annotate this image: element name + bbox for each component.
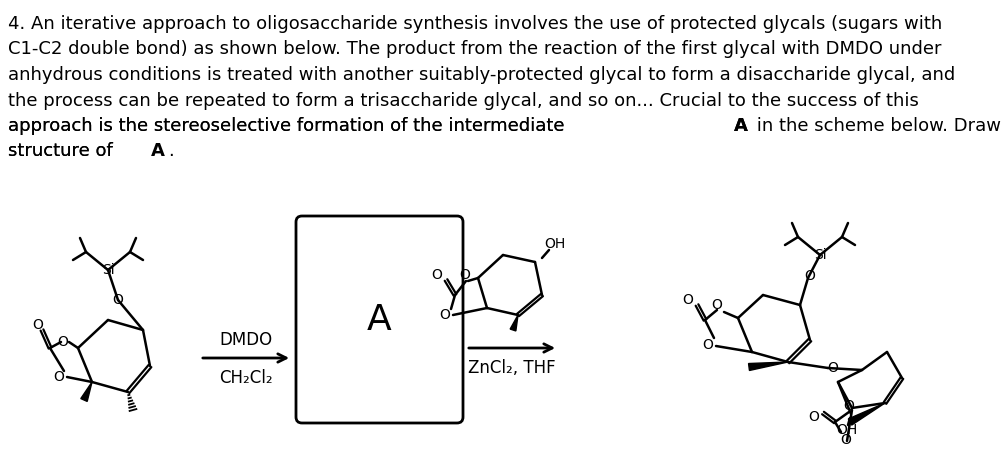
Text: O: O <box>805 269 816 283</box>
Text: O: O <box>53 370 64 384</box>
Text: the process can be repeated to form a trisaccharide glycal, and so on... Crucial: the process can be repeated to form a tr… <box>8 92 919 110</box>
Text: OH: OH <box>837 423 858 437</box>
Text: O: O <box>702 338 713 352</box>
Text: O: O <box>432 268 443 282</box>
Text: Si: Si <box>101 263 114 277</box>
Text: O: O <box>828 361 839 375</box>
Text: O: O <box>112 293 123 307</box>
Text: structure of: structure of <box>8 143 118 160</box>
Text: O: O <box>844 399 855 413</box>
Text: O: O <box>682 293 693 307</box>
Text: O: O <box>32 318 43 332</box>
Text: in the scheme below. Draw the: in the scheme below. Draw the <box>752 117 1002 135</box>
Text: A: A <box>733 117 747 135</box>
Polygon shape <box>849 403 885 425</box>
Text: O: O <box>440 308 451 322</box>
Text: O: O <box>809 410 820 424</box>
Text: O: O <box>711 298 722 312</box>
Text: approach is the stereoselective formation of the intermediate: approach is the stereoselective formatio… <box>8 117 570 135</box>
Text: 4. An iterative approach to oligosaccharide synthesis involves the use of protec: 4. An iterative approach to oligosacchar… <box>8 15 942 33</box>
Polygon shape <box>510 315 518 331</box>
Text: approach is the stereoselective formation of the intermediate: approach is the stereoselective formatio… <box>8 117 570 135</box>
Text: O: O <box>57 335 68 349</box>
Polygon shape <box>748 362 788 371</box>
Text: OH: OH <box>544 237 565 251</box>
Text: O: O <box>841 433 852 447</box>
Text: O: O <box>460 268 470 282</box>
Text: A: A <box>150 143 164 160</box>
Text: CH₂Cl₂: CH₂Cl₂ <box>219 369 273 387</box>
FancyBboxPatch shape <box>296 216 463 423</box>
Text: structure of: structure of <box>8 143 118 160</box>
Text: anhydrous conditions is treated with another suitably-protected glycal to form a: anhydrous conditions is treated with ano… <box>8 66 955 84</box>
Polygon shape <box>81 382 92 401</box>
Text: C1-C2 double bond) as shown below. The product from the reaction of the first gl: C1-C2 double bond) as shown below. The p… <box>8 41 942 59</box>
Text: A: A <box>733 117 747 135</box>
Text: Si: Si <box>814 248 827 262</box>
Text: DMDO: DMDO <box>219 331 273 349</box>
Text: .: . <box>168 143 174 160</box>
Text: ZnCl₂, THF: ZnCl₂, THF <box>468 359 556 377</box>
Text: A: A <box>367 303 392 337</box>
